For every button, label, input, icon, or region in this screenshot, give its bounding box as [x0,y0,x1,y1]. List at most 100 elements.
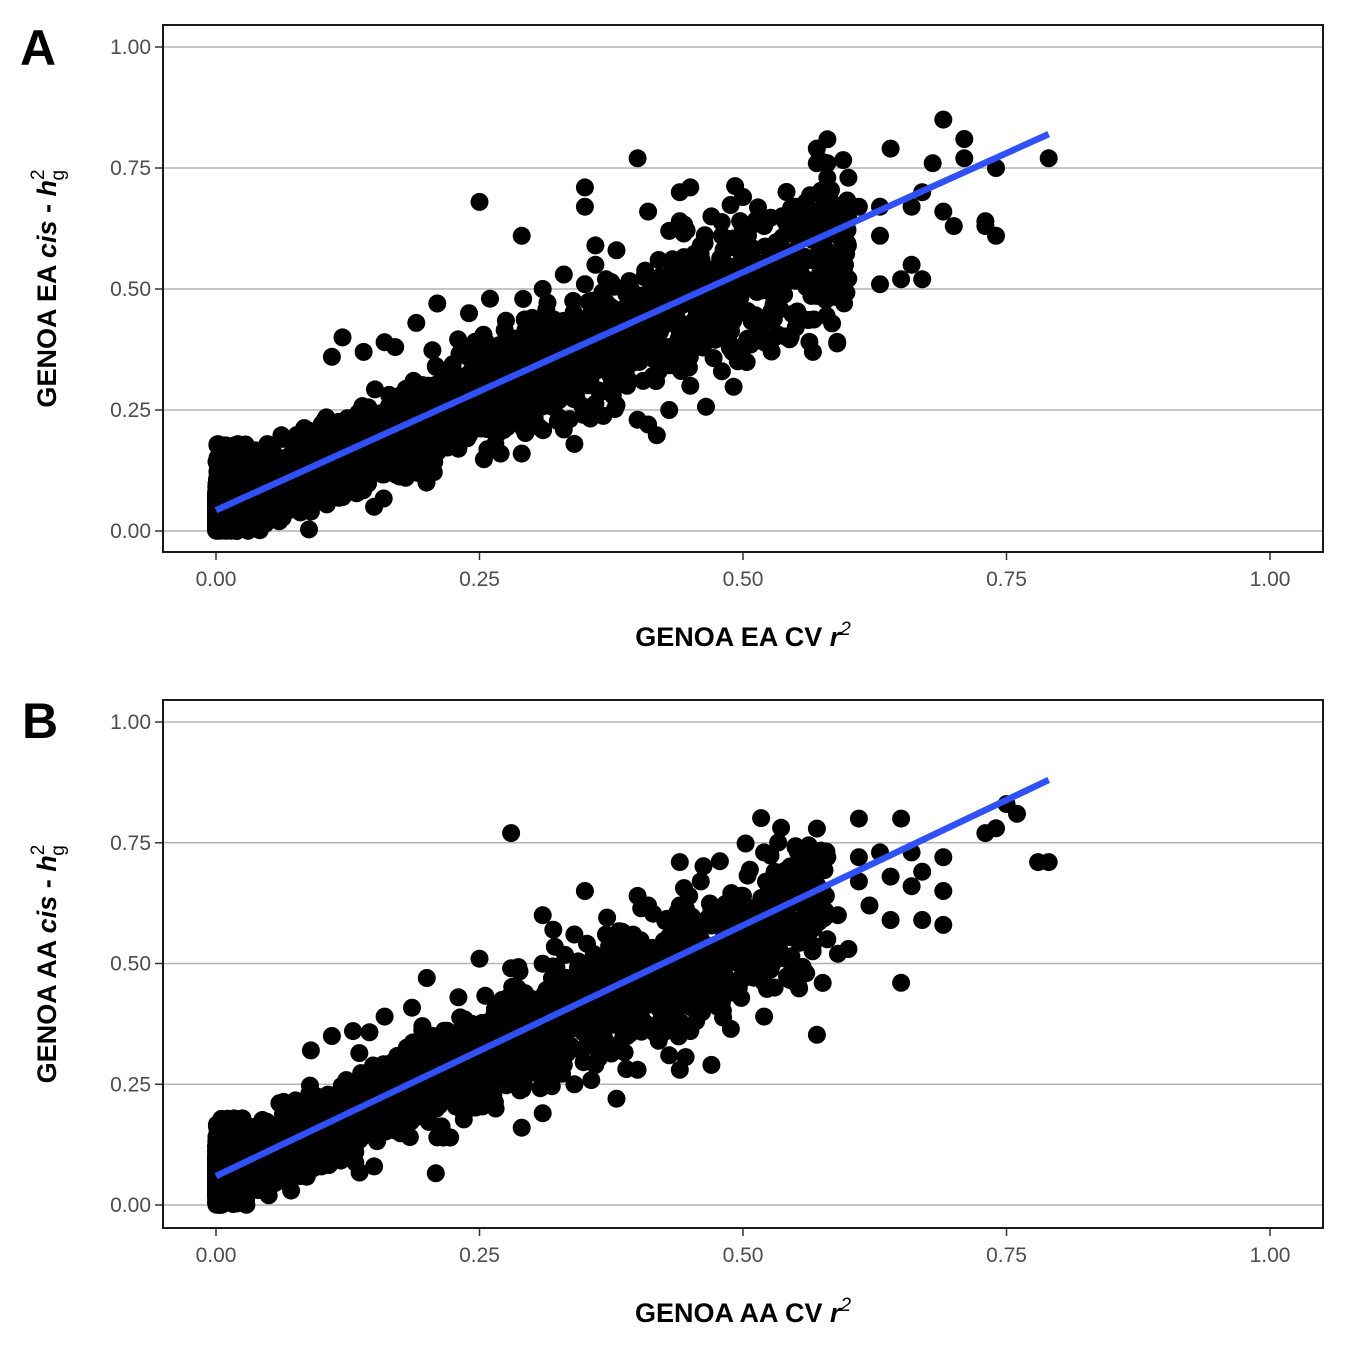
data-point [407,313,426,332]
data-point [227,462,246,481]
data-point [818,154,837,173]
data-point [806,247,825,266]
data-point [681,376,700,395]
data-point [470,192,489,211]
data-point [640,328,659,347]
data-point [755,313,774,332]
data-point [712,226,731,245]
data-point [934,202,953,221]
data-point [934,110,953,129]
x-tick-label: 0.00 [196,568,237,591]
data-point [649,251,668,269]
data-point [834,151,853,170]
data-point [736,834,755,853]
y-tick-label: 0.50 [110,953,151,976]
data-point [582,1071,601,1090]
data-point [491,444,510,463]
data-point [449,330,468,349]
data-point [386,338,405,357]
data-point [417,459,436,478]
data-point [813,973,832,992]
data-point [554,420,573,439]
data-point [657,909,676,928]
x-tick-label: 0.00 [196,1244,237,1267]
data-point [565,434,584,453]
data-point [220,508,239,527]
y-tick-label: 1.00 [110,711,151,734]
data-point [734,188,752,206]
data-point [603,350,622,369]
data-point [624,353,643,372]
data-point [481,388,500,407]
data-point [628,149,647,168]
data-point [828,332,847,351]
data-point [236,435,255,454]
data-point [704,349,723,368]
data-point [648,348,666,367]
data-point [581,409,600,428]
data-point [523,381,542,400]
data-point [490,409,509,428]
points-layer [207,795,1058,1214]
data-point [490,336,509,355]
data-point [1039,149,1058,168]
data-point [504,387,523,406]
data-point [797,270,816,289]
data-point [549,391,568,410]
data-point [455,413,474,432]
data-point [514,289,533,308]
x-tick-label: 1.00 [1250,568,1291,591]
data-point [607,396,626,415]
y-tick-label: 0.75 [110,157,151,180]
data-point [670,353,689,372]
data-point [322,347,341,366]
data-point [807,139,826,158]
data-point [702,207,721,226]
data-point [742,216,761,235]
data-point [254,498,273,517]
data-point [346,469,365,488]
data-point [391,404,409,423]
regression-line [214,131,1050,514]
data-point [803,942,822,961]
data-point [489,423,508,442]
data-point [301,502,320,521]
data-point [834,260,853,279]
data-point [772,818,791,837]
data-point [724,377,743,396]
data-point [670,212,689,231]
data-point [549,361,568,380]
x-tick-label: 0.50 [723,1244,764,1267]
data-point [333,488,352,507]
y-tick-label: 0.25 [110,1073,151,1096]
data-point [881,139,900,158]
data-point [634,286,653,305]
data-point [807,202,826,221]
data-point [565,381,584,400]
data-point [597,270,615,289]
data-point [586,255,605,274]
data-point [328,467,347,486]
data-point [554,265,573,284]
panel-a: 0.000.250.500.751.000.00 0.25 0.50 0.75 1.00… [20,20,1324,652]
data-point [366,380,384,399]
data-point [807,1025,826,1044]
data-point [663,256,682,275]
data-point [481,289,499,308]
data-point [738,866,757,885]
data-point [777,183,796,201]
data-point [294,429,313,448]
data-point [333,328,352,347]
panel-label: A [20,20,56,76]
data-point [403,1033,422,1052]
data-point [377,406,396,425]
data-point [765,328,784,347]
data-point [476,986,495,1005]
data-point [428,294,447,313]
data-point [581,308,600,327]
data-point [438,425,457,444]
data-point [892,270,911,289]
data-point [234,478,253,497]
data-point [575,275,594,294]
